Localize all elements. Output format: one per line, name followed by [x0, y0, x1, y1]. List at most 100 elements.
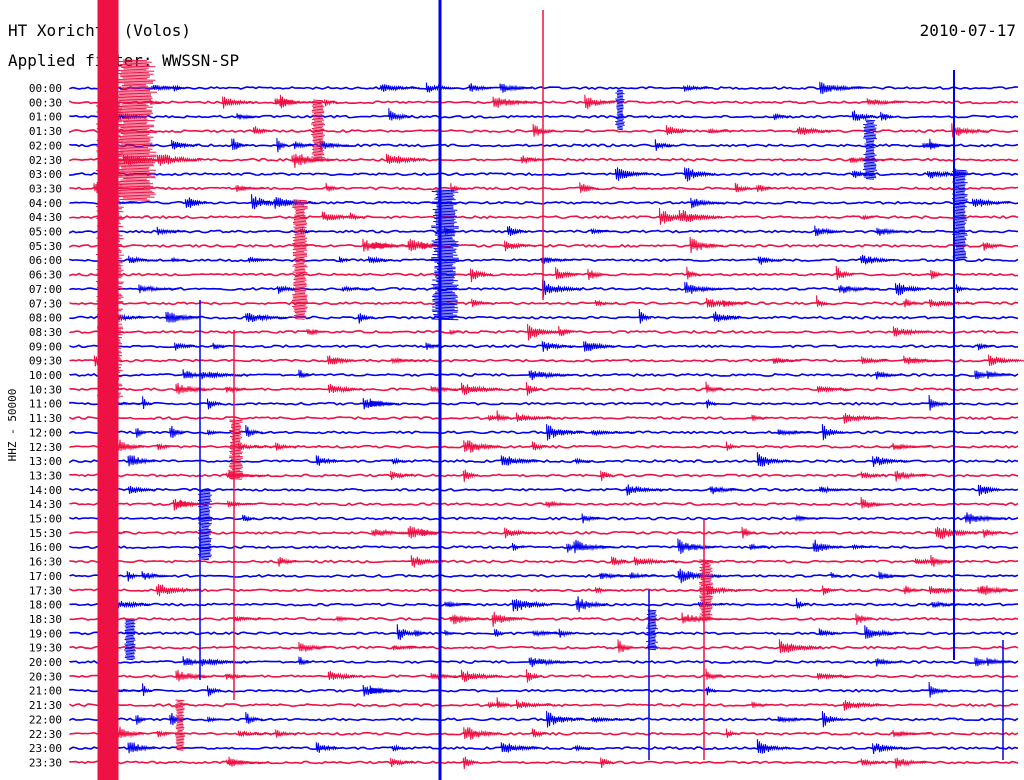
- event-burst: [532, 123, 556, 137]
- event-burst: [892, 442, 931, 451]
- event-burst: [756, 452, 791, 467]
- event-burst: [117, 726, 145, 739]
- event-burst: [236, 113, 261, 120]
- event-burst: [496, 410, 510, 422]
- trace-line: [69, 229, 1019, 234]
- trace-line: [69, 272, 1019, 277]
- event-burst: [242, 514, 258, 523]
- trace-line: [69, 315, 1019, 320]
- event-burst: [182, 656, 206, 667]
- event-burst: [293, 153, 336, 168]
- channel-axis-label: HHZ - 50000: [6, 389, 19, 462]
- event-burst: [821, 423, 845, 441]
- tick-label: 12:30: [29, 441, 62, 454]
- tick-label: 20:30: [29, 670, 62, 683]
- event-burst: [368, 256, 393, 265]
- event-burst: [876, 227, 908, 236]
- event-burst: [988, 354, 1024, 367]
- event-burst: [504, 240, 536, 252]
- trace-line: [69, 746, 1019, 751]
- tick-label: 14:00: [29, 484, 62, 497]
- trace-line: [69, 143, 1019, 148]
- event-burst: [705, 381, 723, 394]
- event-burst: [725, 728, 739, 738]
- event-burst: [982, 529, 1004, 538]
- event-burst: [903, 298, 923, 308]
- tick-label: 10:30: [29, 383, 62, 396]
- trace-line: [69, 717, 1019, 722]
- event-burst: [391, 356, 428, 365]
- event-burst: [617, 639, 635, 653]
- signal-burst: [310, 99, 326, 160]
- event-burst: [686, 266, 701, 280]
- event-burst: [709, 486, 743, 495]
- tick-label: 23:00: [29, 742, 62, 755]
- signal-burst: [699, 559, 713, 620]
- tick-label: 03:00: [29, 168, 62, 181]
- event-bursts: [93, 81, 1024, 770]
- event-burst: [500, 455, 539, 466]
- event-burst: [866, 98, 905, 106]
- event-burst: [222, 96, 254, 109]
- event-burst: [237, 443, 280, 451]
- event-burst: [587, 268, 605, 281]
- event-burst: [392, 644, 432, 651]
- event-burst: [156, 584, 201, 597]
- event-burst: [235, 184, 265, 193]
- event-burst: [558, 628, 577, 638]
- signal-burst: [95, 99, 125, 400]
- event-burst: [141, 571, 169, 580]
- tick-label: 10:00: [29, 369, 62, 382]
- event-burst: [231, 138, 249, 151]
- event-burst: [516, 412, 556, 422]
- event-burst: [690, 197, 725, 209]
- event-burst: [757, 256, 782, 265]
- event-burst: [277, 556, 300, 567]
- event-burst: [421, 528, 440, 537]
- event-burst: [228, 469, 259, 480]
- event-burst: [156, 442, 171, 451]
- event-burst: [689, 236, 724, 253]
- event-burst: [175, 669, 214, 682]
- signal-burst: [292, 199, 308, 320]
- tick-label: 16:30: [29, 556, 62, 569]
- tick-label: 08:00: [29, 312, 62, 325]
- trace-line: [69, 688, 1019, 693]
- signal-burst: [112, 59, 158, 201]
- event-burst: [964, 512, 1007, 524]
- event-burst: [821, 710, 845, 728]
- event-burst: [875, 658, 903, 667]
- event-burst: [816, 295, 828, 308]
- event-burst: [357, 313, 375, 324]
- event-burst: [463, 440, 503, 453]
- event-burst: [388, 108, 413, 121]
- event-burst: [293, 141, 314, 150]
- event-burst: [171, 256, 189, 263]
- event-burst: [325, 182, 341, 192]
- event-burst: [369, 398, 400, 408]
- event-burst: [117, 439, 145, 452]
- event-burst: [928, 681, 949, 698]
- event-burst: [546, 423, 584, 441]
- tick-label: 21:00: [29, 685, 62, 698]
- event-burst: [526, 382, 542, 396]
- event-burst: [684, 167, 716, 182]
- event-burst: [555, 267, 579, 280]
- event-burst: [527, 323, 561, 341]
- event-burst: [208, 371, 253, 380]
- event-burst: [275, 442, 298, 451]
- event-burst: [705, 686, 717, 696]
- event-burst: [315, 742, 344, 753]
- tick-label: 17:30: [29, 584, 62, 597]
- event-burst: [835, 265, 854, 281]
- event-burst: [327, 383, 362, 394]
- event-burst: [797, 126, 834, 135]
- event-burst: [894, 757, 927, 769]
- event-burst: [862, 214, 875, 220]
- tick-label: 02:00: [29, 139, 62, 152]
- event-burst: [705, 399, 717, 409]
- event-burst: [590, 227, 611, 235]
- event-burst: [977, 342, 993, 351]
- event-burst: [362, 397, 396, 410]
